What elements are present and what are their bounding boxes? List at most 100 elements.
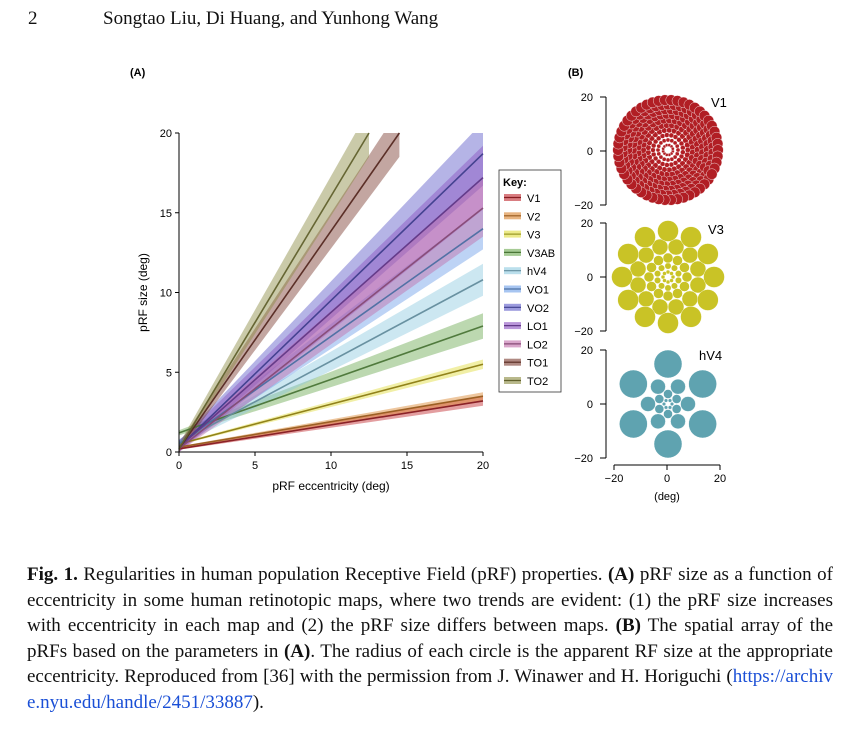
prf-circle	[671, 264, 678, 272]
prf-circle	[656, 143, 662, 149]
prf-circle	[654, 276, 661, 284]
x-tick-label: 5	[252, 460, 258, 472]
prf-circle	[672, 255, 683, 266]
prf-circle	[697, 289, 719, 311]
prf-circle	[646, 262, 657, 273]
y-tick-label: 0	[166, 447, 172, 459]
prf-circle	[654, 404, 665, 414]
prf-circle	[650, 378, 666, 395]
prf-circle	[617, 289, 639, 311]
prf-circles	[611, 220, 725, 334]
prf-circle	[680, 306, 702, 328]
prf-circle	[658, 154, 664, 160]
prf-circle	[669, 156, 675, 162]
prf-circle	[654, 394, 665, 404]
b-x-tick-label: −20	[605, 473, 624, 485]
prf-circles	[619, 349, 717, 459]
prf-circle	[619, 409, 648, 439]
legend-label-v3: V3	[527, 230, 540, 242]
prf-circle	[680, 149, 686, 155]
line-to1	[178, 132, 401, 450]
prf-circle	[689, 276, 707, 294]
prf-circle	[668, 405, 673, 410]
prf-circle	[672, 134, 679, 140]
map-label: hV4	[699, 348, 722, 363]
prf-circle	[654, 270, 661, 278]
line-v1	[178, 400, 484, 450]
prf-circle	[681, 271, 693, 283]
prf-circle	[664, 132, 670, 138]
chart-axes: 0 5 10 15 20 0 5 10 15 20	[160, 128, 489, 472]
prf-circle	[668, 398, 673, 403]
prf-circle	[653, 288, 664, 299]
prf-circle	[653, 255, 664, 266]
b-x-axis-label: (deg)	[654, 491, 680, 503]
caption-text-2: pRF size as a function of eccentricity i…	[27, 564, 833, 636]
prf-circle	[675, 147, 681, 153]
prf-circle	[669, 271, 674, 276]
prf-circle	[664, 262, 672, 270]
caption-fig-label: Fig. 1.	[27, 564, 78, 585]
prf-circle	[661, 138, 667, 144]
prf-circle	[663, 389, 673, 399]
caption-link[interactable]: https://archive.nyu.edu/handle/2451/3388…	[27, 666, 833, 713]
prf-circle	[665, 157, 671, 163]
prf-circle	[663, 409, 673, 419]
y-tick-label: 20	[160, 128, 172, 140]
y-tick-label: 10	[160, 288, 172, 300]
x-axis-label: pRF eccentricity (deg)	[272, 479, 389, 493]
line-lo1	[178, 177, 484, 448]
b-y-tick-label: −20	[574, 326, 593, 338]
page-number: 2	[28, 8, 38, 29]
b-y-tick-label: −20	[574, 453, 593, 465]
legend-label-v2: V2	[527, 211, 540, 223]
prf-circle	[634, 226, 656, 248]
panel-b-label: (B)	[568, 67, 584, 79]
spatial-array-v3: 20 0 −20 V3	[574, 218, 725, 338]
prf-circle	[657, 220, 679, 242]
legend-label-vo2: VO2	[527, 303, 549, 315]
prf-circle	[637, 290, 655, 308]
b-y-tick-label: 0	[587, 272, 593, 284]
prf-circle	[671, 282, 678, 290]
prf-circle	[697, 243, 719, 265]
map-label: V3	[708, 222, 724, 237]
caption-b-label: (B)	[615, 615, 641, 636]
prf-circle	[629, 260, 647, 278]
band-lo2	[179, 179, 483, 452]
prf-circle	[619, 369, 648, 399]
b-y-tick-label: 0	[587, 146, 593, 158]
prf-circle	[664, 284, 672, 292]
prf-circle	[670, 378, 686, 395]
line-lo2	[178, 207, 484, 450]
prf-circle	[651, 298, 669, 316]
prf-circle	[617, 243, 639, 265]
legend-label-to2: TO2	[527, 376, 548, 388]
b-y-tick-label: 20	[581, 92, 593, 104]
prf-spatial-arrays: 20 0 −20 V1 20 0 −20 V3 20 0 −20 hV4 −20 0 20 (deg)	[574, 92, 727, 503]
y-tick-label: 5	[166, 367, 172, 379]
spatial-array-v1: 20 0 −20 V1	[574, 92, 727, 212]
line-vo2	[178, 153, 484, 448]
prf-circle	[667, 238, 685, 256]
page-header: 2 Songtao Liu, Di Huang, and Yunhong Wan…	[0, 8, 857, 34]
x-tick-label: 20	[477, 460, 489, 472]
prf-circle	[669, 138, 675, 144]
band-hv4	[179, 263, 483, 446]
prf-circle	[674, 143, 680, 149]
figure-caption: Fig. 1. Regularities in human population…	[27, 562, 833, 715]
y-axis-label: pRF size (deg)	[136, 253, 150, 332]
prf-circle	[664, 405, 669, 410]
prf-circle	[703, 266, 725, 288]
prf-circle	[611, 266, 633, 288]
prf-circle	[637, 246, 655, 264]
band-lo1	[179, 145, 483, 452]
legend-items: V1 V2 V3 V3AB hV4 VO1 VO2 LO1 LO2 TO1 TO2	[504, 193, 555, 388]
prf-circle	[672, 140, 678, 146]
caption-a-label: (A)	[607, 564, 635, 585]
x-tick-label: 0	[176, 460, 182, 472]
prf-circle	[646, 281, 657, 292]
prf-circle	[664, 398, 669, 403]
prf-circle	[652, 138, 659, 145]
